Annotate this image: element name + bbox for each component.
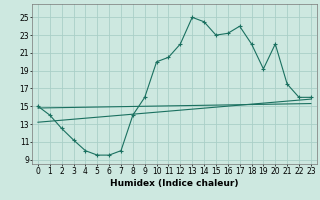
- X-axis label: Humidex (Indice chaleur): Humidex (Indice chaleur): [110, 179, 239, 188]
